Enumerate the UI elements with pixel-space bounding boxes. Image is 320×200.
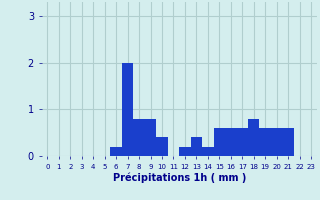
Bar (133, 119, 145, 156)
Bar (191, 137, 202, 156)
Bar (225, 128, 236, 156)
Bar (179, 147, 191, 156)
Bar (214, 128, 225, 156)
Bar (282, 128, 294, 156)
Bar (122, 63, 133, 156)
Bar (248, 119, 260, 156)
Bar (145, 119, 156, 156)
Bar (202, 147, 214, 156)
Bar (271, 128, 282, 156)
Bar (260, 128, 271, 156)
Bar (110, 147, 122, 156)
X-axis label: Précipitations 1h ( mm ): Précipitations 1h ( mm ) (113, 172, 246, 183)
Bar (236, 128, 248, 156)
Bar (156, 137, 168, 156)
